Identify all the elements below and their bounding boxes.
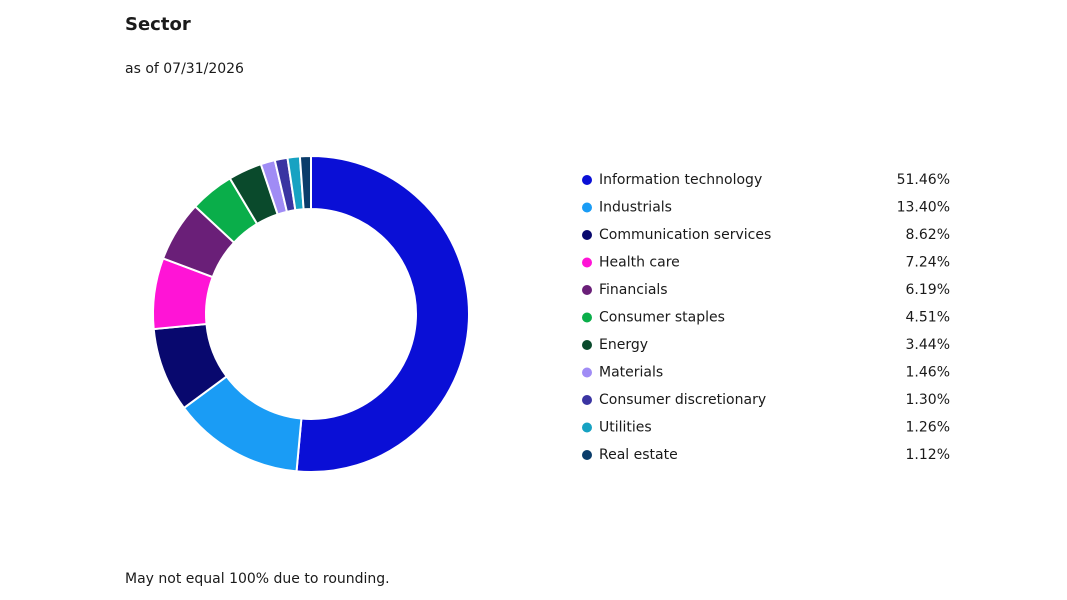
legend-marker bbox=[582, 395, 592, 405]
legend-marker bbox=[582, 312, 592, 323]
legend-label: Information technology bbox=[599, 172, 762, 188]
footnote: May not equal 100% due to rounding. bbox=[125, 571, 390, 587]
legend-marker bbox=[582, 230, 592, 240]
value-label: 6.19% bbox=[906, 282, 950, 298]
legend-label: Consumer discretionary bbox=[599, 392, 766, 408]
value-label: 3.44% bbox=[906, 337, 950, 353]
legend-marker bbox=[582, 450, 592, 460]
legend-label: Energy bbox=[599, 337, 648, 353]
legend-marker bbox=[582, 285, 592, 295]
value-label: 1.26% bbox=[906, 420, 950, 436]
legend-label: Health care bbox=[599, 255, 680, 271]
value-label: 1.12% bbox=[906, 447, 950, 463]
legend-label: Utilities bbox=[599, 420, 652, 436]
value-label: 51.46% bbox=[897, 172, 950, 188]
legend-label: Financials bbox=[599, 282, 668, 298]
donut-segment bbox=[298, 154, 312, 211]
donut-segment bbox=[295, 154, 470, 473]
legend-marker bbox=[582, 202, 592, 213]
legend-marker bbox=[582, 175, 592, 185]
value-label: 1.46% bbox=[906, 365, 950, 381]
value-label: 8.62% bbox=[906, 227, 950, 243]
value-label: 4.51% bbox=[906, 310, 950, 326]
legend-label: Materials bbox=[599, 365, 663, 381]
legend-label: Consumer staples bbox=[599, 310, 725, 326]
chart-subtitle: as of 07/31/2026 bbox=[125, 61, 244, 77]
value-label: 7.24% bbox=[906, 255, 950, 271]
legend-marker bbox=[582, 340, 592, 350]
value-label: 13.40% bbox=[897, 200, 950, 216]
legend-label: Communication services bbox=[599, 227, 771, 243]
legend-label: Real estate bbox=[599, 447, 678, 463]
legend-marker bbox=[582, 422, 592, 433]
value-label: 1.30% bbox=[906, 392, 950, 408]
chart-title: Sector bbox=[125, 14, 191, 35]
legend-marker bbox=[582, 257, 592, 268]
legend-marker bbox=[582, 367, 592, 378]
legend-label: Industrials bbox=[599, 200, 672, 216]
